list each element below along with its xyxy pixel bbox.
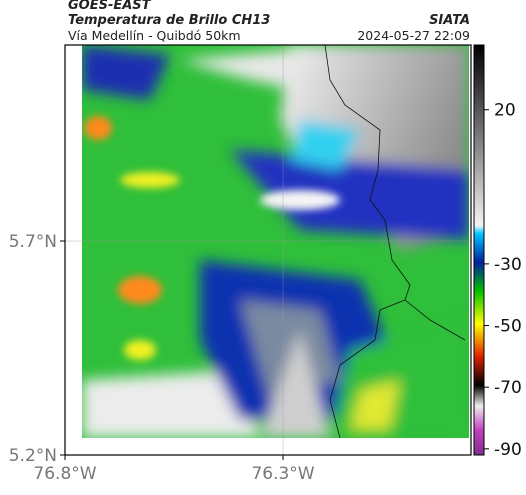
colorbar-tick-label: -50	[494, 317, 522, 337]
x-tick-label: 76.3°W	[251, 464, 314, 484]
colorbar-tick-label: -70	[494, 378, 522, 398]
source: SIATA	[429, 13, 470, 28]
y-tick-label: 5.7°N	[9, 232, 57, 252]
colorbar-tick-label: -30	[494, 255, 522, 275]
colorbar-tick-label: -90	[494, 440, 522, 460]
route: Vía Medellín - Quibdó 50km	[68, 28, 241, 43]
satellite: GOES-EAST	[68, 0, 152, 13]
colorbar	[473, 44, 485, 456]
y-tick-label: 5.2°N	[9, 446, 57, 466]
brightness-field	[82, 45, 469, 438]
product: Temperatura de Brillo CH13	[68, 13, 270, 28]
x-tick-label: 76.8°W	[33, 464, 96, 484]
timestamp: 2024-05-27 22:09	[357, 28, 470, 43]
map-frame	[64, 44, 472, 456]
colorbar-tick-label: 20	[494, 101, 516, 121]
